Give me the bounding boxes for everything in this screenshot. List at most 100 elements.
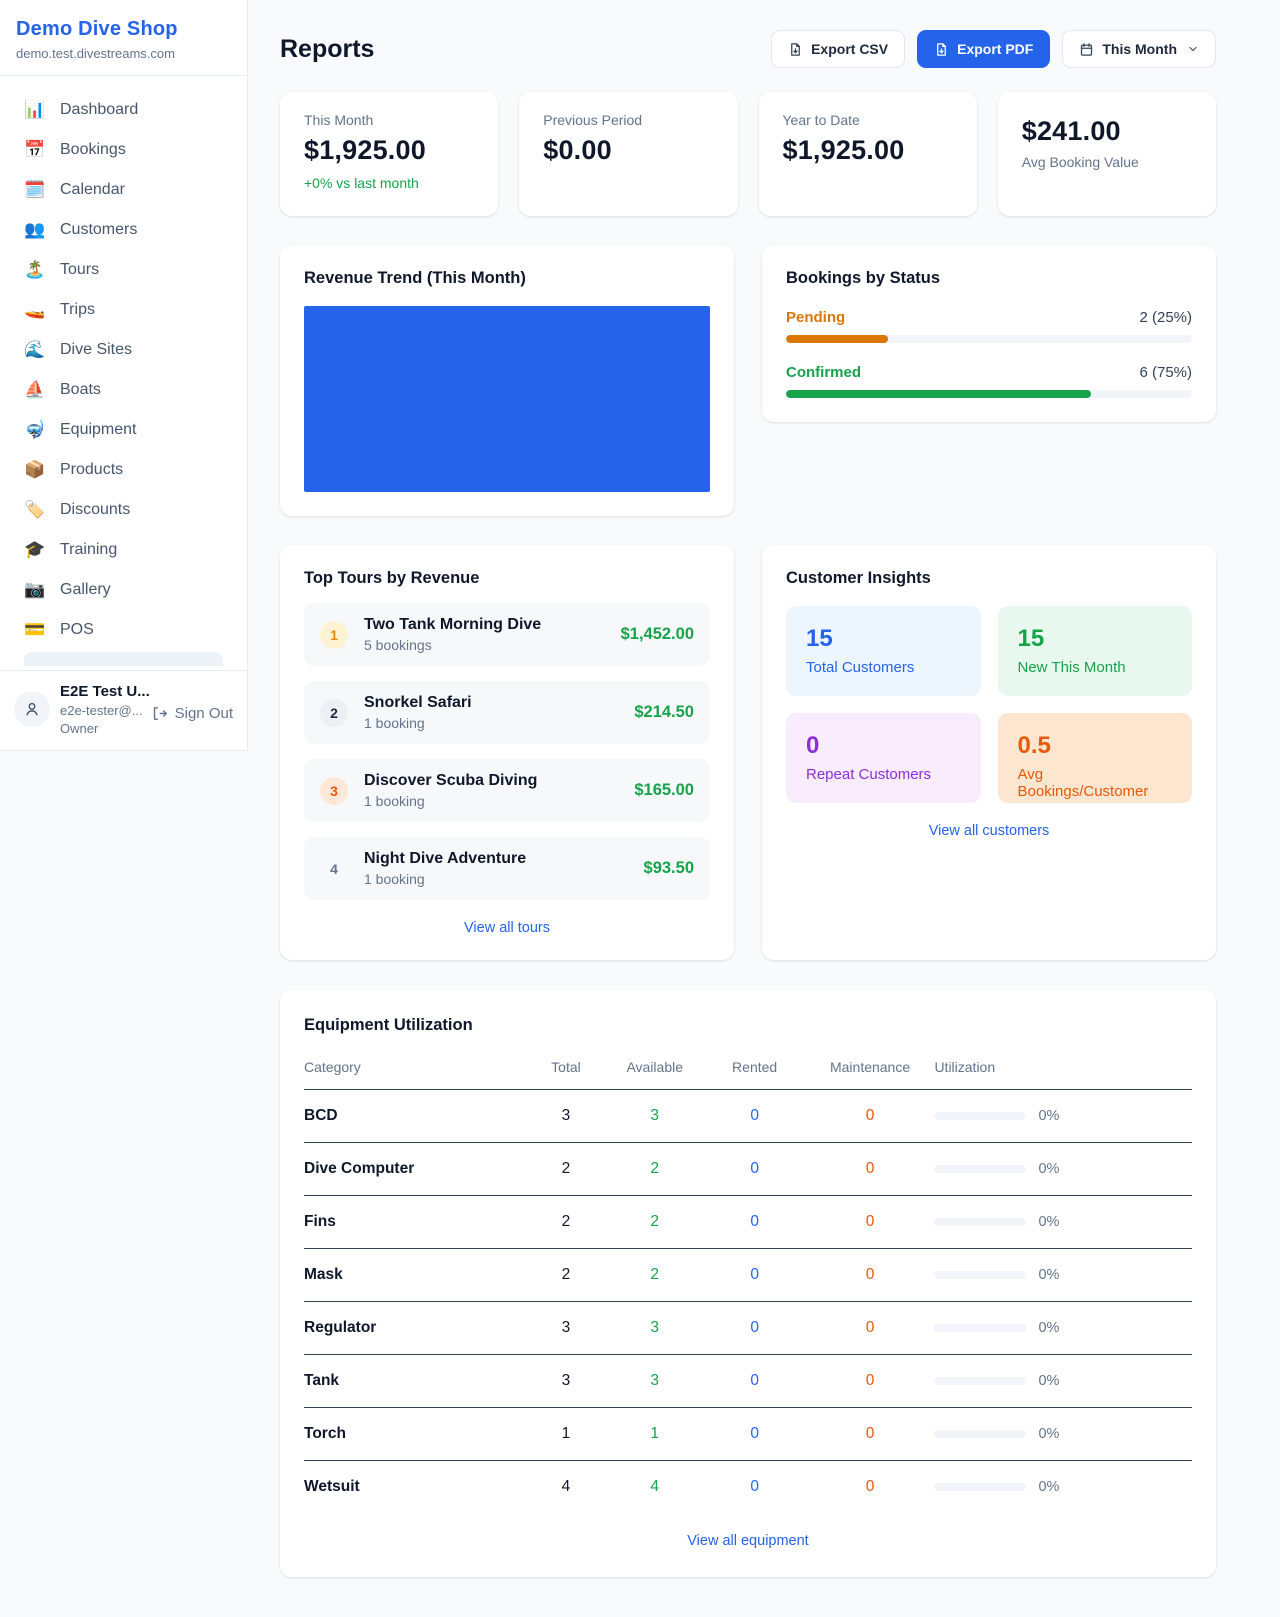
graduation-cap-icon: 🎓 (24, 540, 46, 559)
main-content: Reports Export CSV Export PDF This Month (248, 0, 1280, 1617)
sidebar-item-discounts[interactable]: 🏷️ Discounts (12, 490, 235, 530)
sidebar-item-pos[interactable]: 💳 POS (12, 610, 235, 650)
tour-row[interactable]: 4 Night Dive Adventure 1 booking $93.50 (304, 837, 710, 900)
calendar-icon: 🗓️ (24, 180, 46, 199)
tour-revenue: $165.00 (634, 781, 694, 799)
view-all-tours-link[interactable]: View all tours (464, 920, 550, 936)
chevron-down-icon (1189, 46, 1197, 52)
sidebar-item-customers[interactable]: 👥 Customers (12, 210, 235, 250)
table-row: Wetsuit 4 4 0 0 0% (304, 1461, 1192, 1514)
tour-row[interactable]: 3 Discover Scuba Diving 1 booking $165.0… (304, 759, 710, 822)
view-all-customers-link[interactable]: View all customers (928, 823, 1050, 839)
cell-available: 1 (605, 1407, 704, 1461)
cell-utilization: 0% (934, 1461, 1192, 1514)
sidebar-item-trips[interactable]: 🚤 Trips (12, 290, 235, 330)
cell-maintenance: 0 (805, 1142, 935, 1196)
view-all-equipment-link[interactable]: View all equipment (687, 1533, 809, 1549)
stat-label: Previous Period (543, 112, 643, 128)
sidebar-item-label: Dive Sites (60, 341, 133, 358)
file-download-icon (791, 42, 800, 56)
tile-value: 0.5 (1017, 732, 1051, 759)
sidebar-item-bookings[interactable]: 📅 Bookings (12, 130, 235, 170)
customer-insights-title: Customer Insights (786, 569, 931, 587)
sidebar-user-footer: E2E Test U... e2e-tester@... Owner Sign … (0, 670, 247, 750)
tour-revenue: $214.50 (634, 703, 694, 721)
stat-label: This Month (304, 112, 374, 128)
stat-value: $1,925.00 (782, 135, 905, 165)
cell-maintenance: 0 (865, 1478, 875, 1495)
export-pdf-label: Export PDF (957, 41, 1034, 57)
sidebar-item-dive-sites[interactable]: 🌊 Dive Sites (12, 330, 235, 370)
wave-icon: 🌊 (24, 340, 46, 359)
cell-total: 2 (526, 1195, 606, 1249)
cell-category: Regulator (304, 1301, 526, 1355)
utilization-bar-track (934, 1218, 1027, 1226)
utilization-percent: 0% (1038, 1320, 1060, 1336)
tile-value: 0 (806, 732, 820, 759)
rank-badge: 2 (320, 698, 348, 727)
customer-insights-card: Customer Insights 15 Total Customers 15 … (762, 545, 1216, 960)
tour-name: Discover Scuba Diving (364, 772, 538, 789)
stat-value: $1,925.00 (304, 135, 426, 165)
cell-rented: 0 (703, 1195, 806, 1249)
sign-out-icon (153, 707, 167, 720)
period-selector[interactable]: This Month (1062, 30, 1216, 68)
sidebar-item-products[interactable]: 📦 Products (12, 450, 235, 490)
sidebar-item-calendar[interactable]: 🗓️ Calendar (12, 170, 235, 210)
export-csv-button[interactable]: Export CSV (771, 30, 906, 68)
utilization-percent: 0% (1038, 1214, 1060, 1230)
package-icon: 📦 (24, 460, 46, 479)
export-pdf-button[interactable]: Export PDF (917, 30, 1051, 68)
utilization-bar-track (934, 1483, 1027, 1491)
sidebar-item-label: Gallery (60, 581, 111, 598)
sidebar-item-label: Tours (60, 261, 100, 278)
tour-row[interactable]: 1 Two Tank Morning Dive 5 bookings $1,45… (304, 603, 710, 666)
insight-tile-new-this-month: 15 New This Month (997, 606, 1192, 696)
column-header-maintenance: Maintenance (805, 1049, 935, 1090)
tour-bookings: 1 booking (364, 715, 425, 731)
user-name: E2E Test U... (60, 683, 150, 700)
export-csv-label: Export CSV (811, 41, 889, 57)
page-header: Reports Export CSV Export PDF This Month (280, 30, 1216, 68)
sidebar-item-training[interactable]: 🎓 Training (12, 530, 235, 570)
tour-bookings: 1 booking (364, 871, 425, 887)
sidebar-item-gallery[interactable]: 📷 Gallery (12, 570, 235, 610)
utilization-percent: 0% (1038, 1426, 1060, 1442)
status-bar-fill (786, 390, 1091, 398)
cell-utilization: 0% (934, 1142, 1192, 1196)
sidebar-item-reports-partial[interactable] (24, 652, 223, 666)
user-email: e2e-tester@... (60, 703, 143, 718)
cell-rented: 0 (703, 1407, 806, 1461)
sidebar-item-label: POS (60, 621, 94, 638)
table-row: Torch 1 1 0 0 0% (304, 1407, 1192, 1461)
cell-utilization: 0% (934, 1407, 1192, 1461)
tour-bookings: 1 booking (364, 793, 425, 809)
sidebar-item-label: Products (60, 461, 124, 478)
tag-icon: 🏷️ (24, 500, 46, 519)
column-header-utilization: Utilization (934, 1049, 1192, 1090)
equipment-table: Category Total Available Rented Maintena… (304, 1049, 1192, 1513)
cell-utilization: 0% (934, 1354, 1192, 1408)
tile-value: 15 (1017, 625, 1045, 652)
file-download-icon (937, 42, 946, 56)
sidebar-item-label: Training (60, 541, 118, 558)
sidebar-item-label: Boats (60, 381, 101, 398)
customers-icon: 👥 (24, 220, 46, 239)
sidebar-item-equipment[interactable]: 🤿 Equipment (12, 410, 235, 450)
calendar-icon (1081, 42, 1093, 56)
camera-icon: 📷 (24, 580, 46, 599)
sidebar-item-dashboard[interactable]: 📊 Dashboard (12, 90, 235, 130)
status-bar-track (786, 335, 1192, 343)
sidebar-item-boats[interactable]: ⛵ Boats (12, 370, 235, 410)
revenue-trend-card: Revenue Trend (This Month) (280, 245, 734, 516)
tour-row[interactable]: 2 Snorkel Safari 1 booking $214.50 (304, 681, 710, 744)
top-tours-card: Top Tours by Revenue 1 Two Tank Morning … (280, 545, 734, 960)
equipment-table-header-row: Category Total Available Rented Maintena… (304, 1049, 1192, 1090)
sidebar-item-tours[interactable]: 🏝️ Tours (12, 250, 235, 290)
tile-label: Avg Bookings/Customer (1017, 766, 1149, 800)
person-icon (26, 702, 38, 716)
sign-out-button[interactable]: Sign Out (151, 705, 233, 722)
cell-available: 2 (605, 1195, 704, 1249)
period-selector-label: This Month (1102, 41, 1177, 57)
cell-total: 3 (526, 1089, 606, 1143)
